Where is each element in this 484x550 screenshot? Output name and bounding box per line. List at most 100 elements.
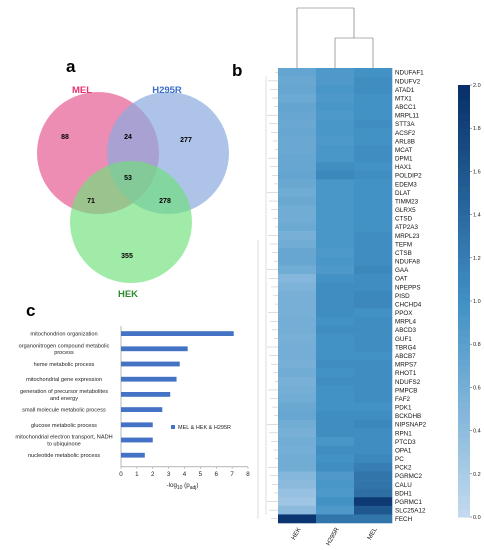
heatmap-cell (278, 359, 317, 369)
venn-label-h295r: H295R (152, 85, 182, 96)
bar-category-label: glucose metabolic process (31, 423, 97, 429)
bar (121, 361, 180, 367)
heatmap-cell (354, 419, 393, 429)
heatmap-row-label: CALU (395, 482, 412, 489)
heatmap-cell (278, 488, 317, 498)
heatmap-row-label: NDUFV2 (395, 78, 421, 85)
venn-count-mel-only: 88 (61, 134, 69, 141)
heatmap-cell (278, 136, 317, 146)
colorbar-segment (458, 329, 470, 338)
heatmap-cell (354, 222, 393, 232)
legend-label: MEL & HEK & H295R (178, 425, 231, 431)
heatmap-row-label: CHCHD4 (395, 301, 422, 308)
heatmap-cell (354, 334, 393, 344)
heatmap-cell (354, 85, 393, 95)
colorbar-segment (458, 495, 470, 504)
colorbar-segment (458, 135, 470, 144)
heatmap-cell (354, 316, 393, 326)
heatmap-row-label: DLAT (395, 190, 411, 197)
heatmap-row-label: ATP2A3 (395, 224, 418, 231)
heatmap-cell (354, 299, 393, 309)
colorbar-segment (458, 301, 470, 309)
heatmap-row-label: PISD (395, 293, 410, 300)
heatmap-row-label: ARL8B (395, 138, 415, 145)
colorbar-segment (458, 250, 470, 259)
colorbar-segment (458, 423, 470, 432)
bar-x-tick-label: 0 (119, 471, 123, 478)
heatmap-cell (354, 402, 393, 412)
colorbar-segment (458, 344, 470, 352)
heatmap-row-label: HAX1 (395, 164, 412, 171)
colorbar-segment (458, 257, 470, 266)
colorbar-segment (458, 113, 470, 122)
colorbar-segment (458, 365, 470, 374)
heatmap-column-label: HEK (290, 526, 303, 541)
heatmap-row-label: MRPS7 (395, 362, 417, 369)
panel-label-c: c (26, 301, 35, 320)
heatmap-cell (354, 274, 393, 283)
heatmap-cell (354, 445, 393, 455)
heatmap-cell (354, 93, 393, 103)
panel-label-b: b (232, 61, 242, 80)
bar (121, 422, 153, 428)
heatmap-cell (316, 68, 355, 77)
colorbar-tick-label: 0.8 (473, 342, 481, 348)
colorbar-segment (458, 430, 470, 439)
heatmap-cell (316, 377, 355, 386)
heatmap-cell (354, 256, 393, 266)
heatmap-cell (316, 514, 355, 524)
colorbar-tick-label: 1.2 (473, 256, 481, 262)
bar (121, 376, 177, 382)
venn-count-all: 53 (124, 175, 132, 182)
heatmap-cell (354, 205, 393, 215)
heatmap-cell (278, 428, 317, 438)
venn-diagram: MEL H295R HEK 88 277 355 24 71 278 53 (37, 85, 229, 300)
heatmap-cell (278, 411, 317, 421)
heatmap-cell (316, 274, 355, 283)
heatmap-cell (316, 119, 355, 129)
heatmap-cell (316, 239, 355, 249)
colorbar-segment (458, 337, 470, 345)
heatmap-cell (316, 76, 355, 86)
heatmap-row-label: PGRMC1 (395, 499, 422, 506)
heatmap-cell (354, 385, 393, 395)
heatmap-cell (354, 377, 393, 386)
colorbar-segment (458, 214, 470, 223)
colorbar-segment (458, 488, 470, 496)
bar (121, 437, 153, 443)
colorbar-tick-label: 1.4 (473, 213, 481, 219)
heatmap-cell (316, 291, 355, 301)
heatmap-cell (278, 505, 317, 515)
bar (121, 452, 145, 458)
heatmap-cell (354, 462, 393, 472)
heatmap-row-label: ABCD3 (395, 327, 416, 334)
heatmap-row-label: PCK2 (395, 465, 412, 472)
bar-category-label: small molecule metabolic process (22, 408, 106, 414)
colorbar-tick-label: 0.0 (473, 515, 481, 521)
venn-count-mel-h295r: 24 (124, 134, 132, 141)
heatmap-cell (316, 205, 355, 215)
bar-category-label: mitochondrial gene expression (26, 377, 102, 383)
heatmap-row-label: MRPL4 (395, 319, 416, 326)
heatmap-cell (354, 428, 393, 438)
heatmap-cell (316, 505, 355, 515)
colorbar-segment (458, 200, 470, 208)
heatmap-cell (354, 196, 393, 206)
heatmap-cell (316, 471, 355, 481)
heatmap-cell (278, 445, 317, 455)
heatmap-row-label: FAF2 (395, 396, 411, 403)
heatmap-row-label: ATAD1 (395, 87, 415, 94)
bar-category-label: nucleotide metabolic process (28, 453, 100, 459)
bar-x-axis-title: -log10 (padj) (167, 482, 199, 491)
heatmap-cell (278, 205, 317, 215)
colorbar-segment (458, 106, 470, 115)
heatmap-cell (278, 171, 317, 180)
heatmap-cell (278, 85, 317, 95)
heatmap-cell (354, 231, 393, 240)
colorbar: 0.0 0.2 0.4 0.6 0.8 1.0 1.2 1.4 1.6 1.8 2.0 (458, 83, 481, 521)
colorbar-segment (458, 85, 470, 93)
heatmap-row-label: RHOT1 (395, 370, 417, 377)
colorbar-segment (458, 394, 470, 403)
heatmap-cell (354, 153, 393, 163)
